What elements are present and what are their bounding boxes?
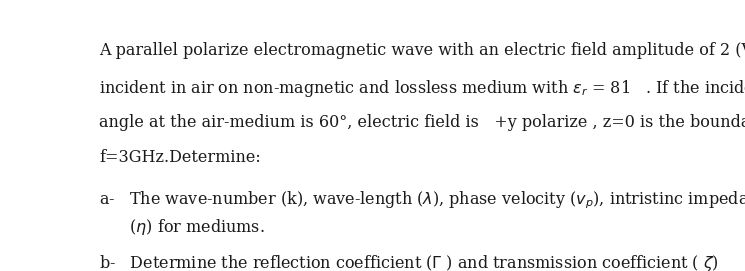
Text: ($\eta$) for mediums.: ($\eta$) for mediums.	[99, 217, 264, 237]
Text: A parallel polarize electromagnetic wave with an electric field amplitude of 2 (: A parallel polarize electromagnetic wave…	[99, 42, 745, 59]
Text: a-   The wave-number (k), wave-length ($\lambda$), phase velocity ($v_p$), intri: a- The wave-number (k), wave-length ($\l…	[99, 189, 745, 211]
Text: angle at the air-medium is 60°, electric field is   +y polarize , z=0 is the bou: angle at the air-medium is 60°, electric…	[99, 114, 745, 131]
Text: f=3GHz.Determine:: f=3GHz.Determine:	[99, 149, 261, 166]
Text: incident in air on non-magnetic and lossless medium with $\varepsilon_r$ = 81   : incident in air on non-magnetic and loss…	[99, 78, 745, 99]
Text: b-   Determine the reflection coefficient ($\Gamma$ ) and transmission coefficie: b- Determine the reflection coefficient …	[99, 253, 719, 271]
